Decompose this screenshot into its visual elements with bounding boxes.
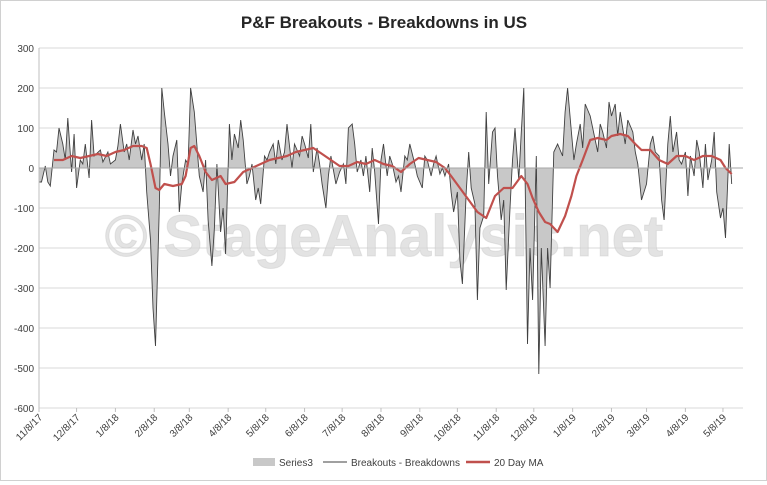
legend-label-ma: 20 Day MA	[494, 458, 544, 469]
legend: Series3 Breakouts - Breakdowns 20 Day MA	[253, 458, 544, 469]
x-tick-label: 4/8/18	[207, 412, 235, 440]
x-tick-label: 4/8/19	[664, 412, 692, 440]
y-tick-label: -200	[14, 244, 34, 255]
x-tick-label: 1/8/19	[551, 412, 579, 440]
x-tick-label: 2/8/18	[133, 412, 161, 440]
x-tick-label: 7/8/18	[321, 412, 349, 440]
x-tick-label: 12/8/17	[51, 412, 83, 444]
x-tick-label: 6/8/18	[283, 412, 311, 440]
y-tick-label: 200	[17, 84, 34, 95]
x-tick-label: 3/8/19	[625, 412, 653, 440]
y-tick-label: -600	[14, 404, 34, 415]
x-tick-label: 2/8/19	[590, 412, 618, 440]
line-layer	[39, 87, 733, 375]
y-tick-label: 100	[17, 124, 34, 135]
legend-swatch-series3	[253, 458, 275, 466]
legend-label-series3: Series3	[279, 458, 313, 469]
y-tick-label: 0	[28, 164, 34, 175]
breakouts-breakdowns-line	[39, 87, 733, 375]
x-tick-label: 3/8/18	[168, 412, 196, 440]
x-tick-label: 11/8/17	[14, 412, 45, 443]
y-tick-label: -300	[14, 284, 34, 295]
x-tick-label: 5/8/18	[244, 412, 272, 440]
y-tick-label: -400	[14, 324, 34, 335]
x-tick-label: 11/8/18	[471, 412, 502, 443]
chart-title: P&F Breakouts - Breakdowns in US	[241, 13, 527, 32]
x-tick-label: 10/8/18	[432, 412, 464, 444]
x-tick-label: 1/8/18	[94, 412, 122, 440]
watermark: © StageAnalysis.net	[105, 204, 663, 269]
x-tick-label: 12/8/18	[509, 412, 541, 444]
series3-area	[39, 88, 732, 374]
y-tick-label: -100	[14, 204, 34, 215]
y-axis: 300 200 100 0 -100 -200 -300 -400 -500 -600	[14, 44, 40, 415]
x-tick-label: 8/8/18	[360, 412, 388, 440]
x-tick-label: 9/8/18	[398, 412, 426, 440]
y-tick-label: 300	[17, 44, 34, 55]
y-tick-label: -500	[14, 364, 34, 375]
area-layer	[39, 88, 732, 374]
legend-label-breakouts: Breakouts - Breakdowns	[351, 458, 460, 469]
x-tick-label: 5/8/19	[702, 412, 730, 440]
ma-layer	[54, 132, 733, 234]
ma-20-day-line	[54, 132, 733, 234]
